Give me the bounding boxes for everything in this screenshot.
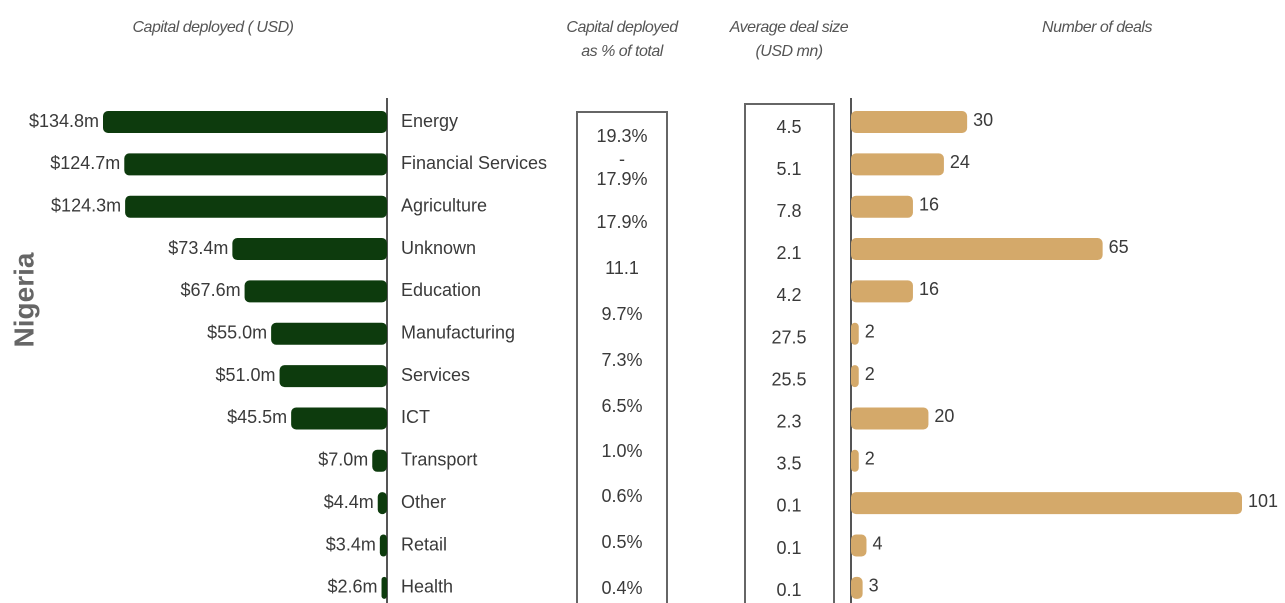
- bar: [851, 153, 944, 176]
- bar: [124, 153, 387, 176]
- deal-size-value: 7.8: [776, 201, 801, 221]
- value-label: 4: [872, 533, 882, 553]
- value-label: 65: [1109, 237, 1129, 257]
- share-value: 6.5%: [601, 396, 642, 416]
- bar: [372, 449, 387, 472]
- deal-size-value: 4.2: [776, 285, 801, 305]
- value-label: $2.6m: [327, 577, 377, 597]
- bar: [232, 238, 387, 261]
- value-label: $55.0m: [207, 323, 267, 343]
- deal-size-value: 0.1: [776, 538, 801, 558]
- bar: [125, 195, 388, 218]
- deal-size-value: 25.5: [771, 369, 806, 389]
- category-label: Manufacturing: [401, 323, 515, 343]
- value-label: 2: [865, 322, 875, 342]
- share-value: 17.9%: [596, 212, 647, 232]
- value-label: $45.5m: [227, 407, 287, 427]
- value-label: 101: [1248, 491, 1278, 511]
- share-value: -: [619, 149, 625, 169]
- bar: [851, 365, 859, 388]
- bar: [381, 576, 387, 599]
- category-label: Retail: [401, 534, 447, 554]
- bar: [271, 322, 387, 345]
- category-label: ICT: [401, 407, 430, 427]
- bar: [279, 365, 387, 388]
- bar: [291, 407, 387, 430]
- deal-size-value: 0.1: [776, 496, 801, 516]
- share-value: 0.4%: [601, 578, 642, 598]
- bar: [103, 111, 387, 133]
- value-label: 20: [934, 406, 954, 426]
- value-label: $124.3m: [51, 195, 121, 215]
- bar: [851, 407, 929, 430]
- value-label: $67.6m: [181, 280, 241, 300]
- value-label: $4.4m: [324, 492, 374, 512]
- share-value: 7.3%: [601, 350, 642, 370]
- share-value: 1.0%: [601, 441, 642, 461]
- value-label: 16: [919, 194, 939, 214]
- bar: [851, 111, 968, 133]
- value-label: 2: [865, 364, 875, 384]
- value-label: 24: [950, 152, 970, 172]
- share-value: 19.3%: [596, 126, 647, 146]
- bar: [851, 534, 867, 557]
- bar: [851, 195, 913, 218]
- category-label: Education: [401, 280, 481, 300]
- value-label: $134.8m: [29, 111, 99, 131]
- category-label: Health: [401, 577, 453, 597]
- bar: [851, 280, 913, 303]
- value-label: $3.4m: [326, 534, 376, 554]
- deals-title: Number of deals: [1042, 19, 1152, 36]
- share-value: 17.9%: [596, 169, 647, 189]
- category-label: Other: [401, 492, 446, 512]
- bar: [851, 449, 859, 472]
- deal-size-title: (USD mn): [755, 43, 822, 60]
- deal-size-value: 4.5: [776, 117, 801, 137]
- share-title: Capital deployed: [566, 19, 679, 36]
- share-title: as % of total: [581, 43, 663, 60]
- bar: [244, 280, 387, 303]
- bar: [851, 322, 859, 345]
- category-label: Transport: [401, 450, 477, 470]
- bar: [851, 492, 1242, 515]
- value-label: $51.0m: [216, 365, 276, 385]
- deal-size-value: 5.1: [776, 159, 801, 179]
- share-value: 9.7%: [601, 304, 642, 324]
- value-label: $73.4m: [168, 238, 228, 258]
- deal-size-box: [744, 103, 835, 603]
- share-value: 11.1: [605, 258, 639, 278]
- deal-size-value: 0.1: [776, 580, 801, 600]
- category-label: Financial Services: [401, 153, 547, 173]
- value-label: $7.0m: [318, 450, 368, 470]
- value-label: 16: [919, 279, 939, 299]
- deal-size-value: 2.3: [776, 411, 801, 431]
- category-label: Unknown: [401, 238, 476, 258]
- bar: [851, 238, 1103, 261]
- category-label: Energy: [401, 111, 458, 131]
- share-value: 0.5%: [601, 532, 642, 552]
- value-label: 3: [869, 576, 879, 596]
- deal-size-value: 2.1: [776, 243, 801, 263]
- deal-size-title: Average deal size: [729, 19, 849, 36]
- capital-title: Capital deployed ( USD): [132, 19, 293, 36]
- bar: [851, 576, 863, 599]
- category-label: Agriculture: [401, 195, 487, 215]
- deal-size-value: 3.5: [776, 454, 801, 474]
- row-label: Nigeria: [8, 252, 39, 347]
- category-label: Services: [401, 365, 470, 385]
- deal-size-value: 27.5: [771, 327, 806, 347]
- share-value: 0.6%: [601, 486, 642, 506]
- bar: [377, 492, 387, 515]
- share-box: [576, 111, 668, 603]
- value-label: 2: [865, 449, 875, 469]
- bar: [379, 534, 387, 557]
- value-label: $124.7m: [50, 153, 120, 173]
- value-label: 30: [973, 110, 993, 130]
